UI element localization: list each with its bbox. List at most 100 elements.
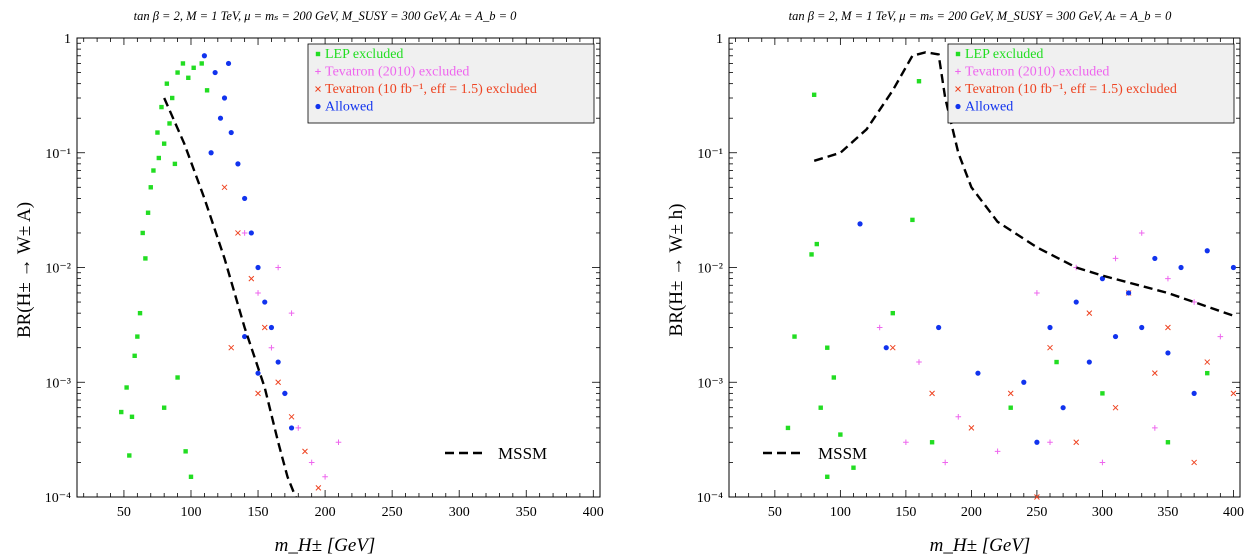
data-point [916, 79, 922, 84]
data-point [143, 256, 148, 261]
data-point [968, 425, 975, 431]
data-point [129, 414, 135, 419]
data-point [208, 150, 214, 156]
y-tick-label: 10⁻² [697, 262, 723, 277]
data-point [1139, 324, 1145, 331]
data-point [876, 324, 883, 331]
data-point [191, 65, 196, 70]
x-tick-label: 200 [961, 505, 982, 520]
data-point [1152, 255, 1158, 262]
data-point [1034, 290, 1040, 296]
data-point [248, 230, 254, 236]
data-point [1099, 276, 1106, 282]
data-point [1138, 230, 1145, 236]
x-axis-label-right: m_H± [GeV] [930, 535, 1031, 556]
data-point [172, 161, 178, 167]
legend-marker [315, 68, 321, 75]
legend-marker [955, 86, 961, 92]
data-point [127, 453, 132, 458]
x-tick-label: 300 [449, 505, 470, 520]
chart-title-left: tan β = 2, M = 1 TeV, μ = mₛ = 200 GeV, … [134, 9, 518, 23]
data-point [261, 324, 268, 331]
x-tick-label: 100 [180, 505, 201, 520]
data-point [1230, 390, 1237, 397]
data-point [308, 459, 315, 466]
data-point [175, 375, 180, 380]
y-tick-label: 10⁻¹ [697, 147, 723, 162]
data-point [124, 385, 129, 390]
data-point [161, 405, 167, 410]
data-point [255, 290, 261, 296]
x-tick-label: 250 [382, 505, 403, 520]
y-axis-label-right: BR(H± → W± h) [666, 204, 687, 337]
data-point [1217, 333, 1224, 340]
data-point [235, 230, 241, 236]
y-tick-label: 10⁻⁴ [697, 491, 723, 506]
y-tick-label: 1 [64, 32, 71, 47]
data-point [1034, 439, 1040, 445]
legend-left: LEP excluded Tevatron (2010) excluded Teva… [307, 43, 595, 124]
x-tick-label: 300 [1092, 505, 1113, 520]
data-point [275, 264, 281, 271]
data-point [159, 104, 164, 110]
data-point [1047, 439, 1053, 446]
data-point [212, 69, 218, 76]
data-point [814, 241, 819, 247]
y-tick-label: 10⁻⁴ [45, 491, 71, 506]
data-point [148, 185, 153, 190]
legend-right: LEP excluded Tevatron (2010) excluded Teva… [947, 43, 1235, 124]
data-point [183, 449, 188, 454]
x-tick-label: 150 [248, 505, 269, 520]
data-point [831, 375, 837, 380]
data-point [164, 81, 170, 86]
data-point [1112, 404, 1119, 411]
data-point [1165, 324, 1171, 331]
data-point [275, 379, 282, 386]
y-tick-label: 1 [716, 32, 723, 47]
data-point [1073, 439, 1080, 446]
data-point [1099, 459, 1106, 466]
x-tick-label: 350 [1157, 505, 1178, 520]
legend-box [947, 43, 1235, 124]
data-point [188, 474, 194, 479]
data-point [199, 61, 204, 66]
data-point [792, 334, 797, 339]
data-point [851, 465, 856, 470]
data-point [255, 370, 261, 376]
x-tick-label: 250 [1026, 505, 1047, 520]
legend-label: Tevatron (10 fb⁻¹, eff = 1.5) excluded [965, 82, 1177, 97]
x-tick-label: 350 [516, 505, 537, 520]
data-point [140, 230, 145, 236]
x-tick-label: 50 [768, 505, 782, 520]
legend-marker [315, 86, 321, 92]
mssm-curve [163, 97, 297, 498]
data-point [1060, 405, 1066, 411]
data-point [180, 61, 186, 66]
data-point [1054, 359, 1059, 365]
y-tick-label: 10⁻³ [697, 376, 723, 391]
x-tick-label: 50 [117, 505, 131, 520]
mssm-annotation-left: MSSM [445, 444, 547, 463]
data-point [288, 425, 295, 431]
y-tick-label: 10⁻² [45, 262, 71, 277]
data-point [1165, 440, 1171, 445]
data-point [322, 473, 328, 480]
legend-marker [955, 68, 961, 75]
y-axis-label-left: BR(H± → W± A) [14, 202, 35, 338]
data-point [857, 221, 863, 227]
data-point [1191, 459, 1197, 466]
x-tick-label: 400 [583, 505, 604, 520]
data-point [248, 275, 255, 282]
data-point [811, 92, 817, 97]
data-point [955, 413, 962, 420]
data-point [137, 310, 143, 316]
data-point [167, 121, 172, 126]
data-point [156, 155, 162, 161]
data-point [994, 448, 1001, 455]
data-point [135, 334, 140, 339]
data-point [201, 53, 207, 59]
mssm-label-right: MSSM [818, 444, 867, 463]
legend-label: LEP excluded [965, 47, 1043, 62]
chart-panel-left: tan β = 2, M = 1 TeV, μ = mₛ = 200 GeV, … [14, 9, 604, 556]
data-point [883, 345, 889, 351]
